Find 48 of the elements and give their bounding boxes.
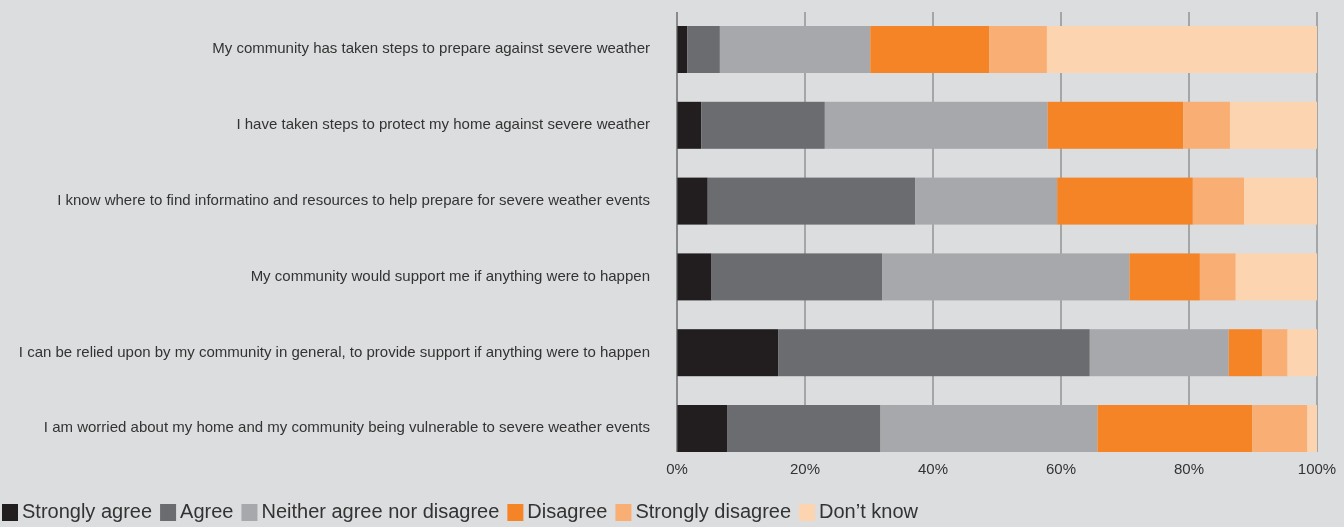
x-tick-label: 20% xyxy=(789,459,821,477)
legend-label: Agree xyxy=(180,500,234,523)
bar xyxy=(677,405,728,452)
x-tick-label: 60% xyxy=(1045,459,1077,477)
bar xyxy=(1183,101,1230,149)
x-tick-label: 40% xyxy=(917,459,949,477)
bar xyxy=(1235,253,1317,301)
x-tick-label: 0% xyxy=(666,459,688,477)
y-tick-label: I know where to find informatino and resources to help prepare for severe weather events xyxy=(57,191,650,209)
legend-label: Strongly disagree xyxy=(635,500,792,523)
bar xyxy=(1057,177,1193,225)
bar xyxy=(1261,329,1288,377)
bar xyxy=(989,26,1047,73)
bar xyxy=(677,101,702,149)
legend-label: Don’t know xyxy=(819,500,919,523)
bar xyxy=(1307,405,1317,452)
y-tick-label: I am worried about my home and my community being vulnerable to severe weather events xyxy=(43,418,650,436)
bar xyxy=(677,329,779,377)
bar xyxy=(824,101,1048,149)
bar xyxy=(687,26,720,73)
x-tick-label: 100% xyxy=(1297,459,1337,477)
legend-label: Disagree xyxy=(527,500,608,523)
bar xyxy=(1047,101,1184,149)
bar xyxy=(870,26,990,73)
bar xyxy=(882,253,1130,301)
bar xyxy=(719,26,871,73)
legend-label: Neither agree nor disagree xyxy=(261,500,500,523)
bar xyxy=(677,253,712,301)
bar xyxy=(1192,177,1245,225)
bar xyxy=(1097,405,1253,452)
y-tick-label: I have taken steps to protect my home against severe weather xyxy=(236,115,650,133)
bar xyxy=(1244,177,1317,225)
legend-label: Strongly agree xyxy=(22,500,153,523)
x-tick-label: 80% xyxy=(1173,459,1205,477)
bar xyxy=(1089,329,1229,377)
bar xyxy=(677,177,708,225)
bar xyxy=(1228,329,1262,377)
bar xyxy=(1199,253,1236,301)
bar xyxy=(1046,26,1317,73)
y-tick-label: My community has taken steps to prepare against severe weather xyxy=(212,39,650,57)
bar xyxy=(1229,101,1317,149)
bar xyxy=(1129,253,1200,301)
bar xyxy=(1287,329,1317,377)
y-tick-label: I can be relied upon by my community in general, to provide support if anything were to happen xyxy=(18,342,650,360)
bar xyxy=(915,177,1058,225)
bar xyxy=(880,405,1098,452)
bar xyxy=(1252,405,1308,452)
y-tick-label: My community would support me if anything were to happen xyxy=(250,266,650,284)
